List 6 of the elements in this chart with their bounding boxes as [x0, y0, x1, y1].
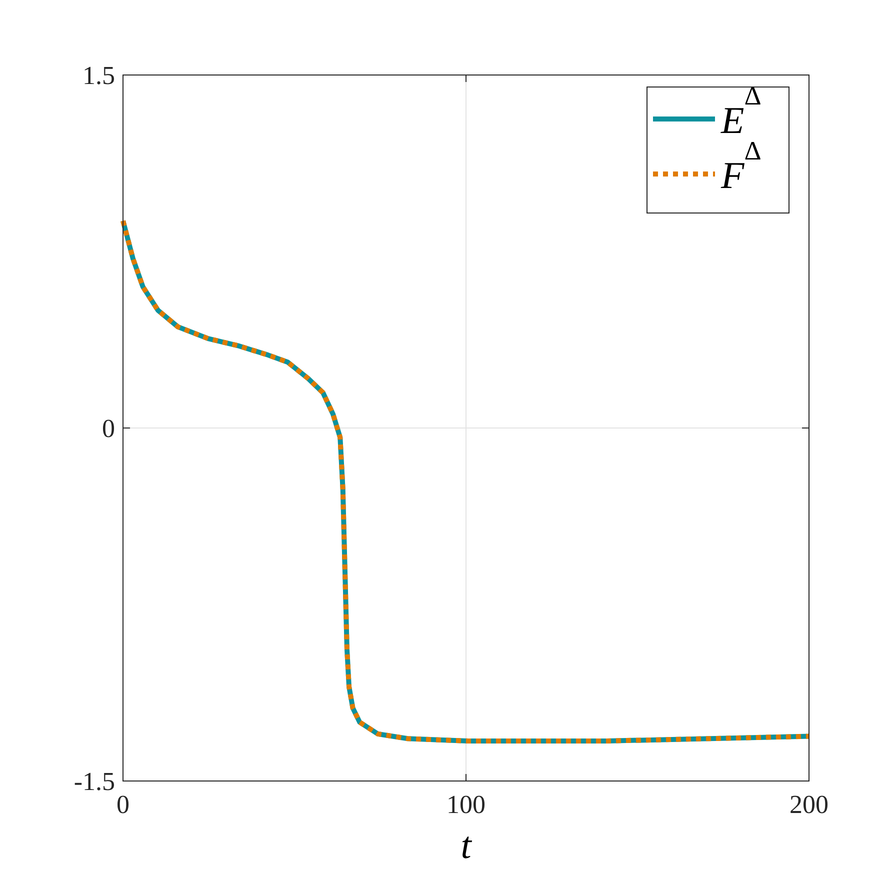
x-tick-label: 200: [790, 790, 828, 819]
y-tick-label: -1.5: [74, 767, 115, 796]
x-tick-label: 100: [446, 790, 486, 819]
y-tick-label: 0: [102, 414, 115, 443]
y-tick-label: 1.5: [82, 61, 115, 90]
x-axis-title: t: [460, 825, 473, 867]
